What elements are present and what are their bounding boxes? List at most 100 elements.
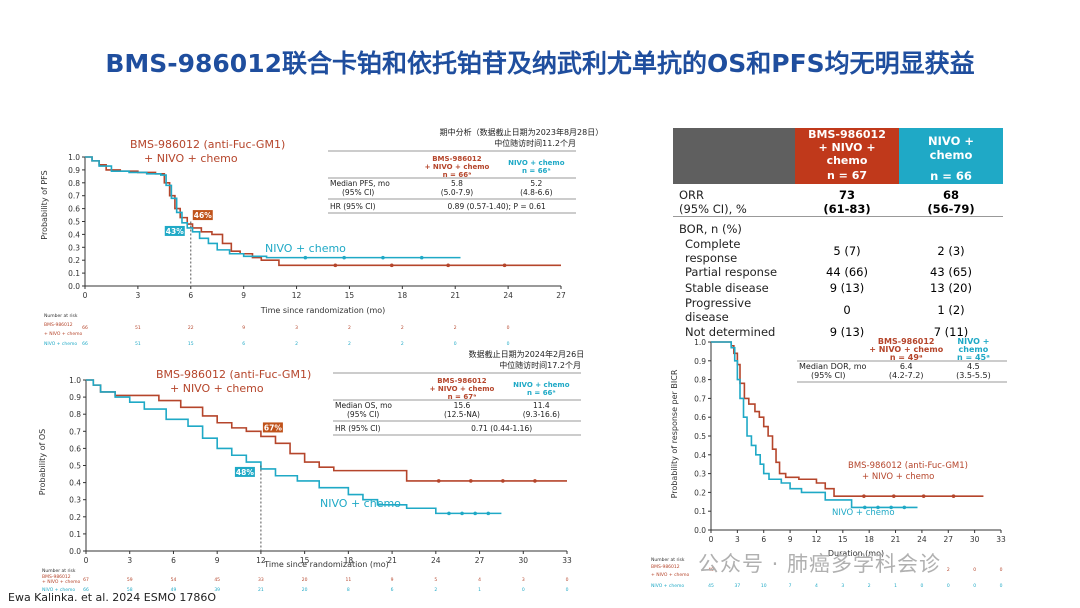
pfs-summary-header-1: 期中分析（数据截止日期为2023年8月28日）	[440, 127, 604, 137]
os-bms-callout-box	[262, 422, 283, 433]
dor-risk-nivo-count: 0	[1000, 583, 1003, 589]
dor-risk-nivo-count: 0	[920, 583, 923, 589]
pfs-nivo-label: NIVO + chemo	[265, 242, 346, 255]
pfs-x-tick-label: 9	[241, 291, 246, 300]
orr-header-blank	[673, 128, 795, 167]
dor-x-tick-label: 12	[812, 535, 822, 544]
dor-x-axis-label: Duration (mo)	[828, 549, 884, 558]
citation-footer: Ewa Kalinka. et al. 2024 ESMO 1786O	[8, 591, 217, 604]
pfs-nivo-censor-mark	[419, 255, 424, 260]
pfs-summary-row1-label-ci: (95% CI)	[342, 188, 374, 197]
pfs-nivo-callout-box	[164, 225, 185, 236]
os-risk-bms-count: 3	[522, 577, 525, 583]
dor-risk-nivo-count: 3	[841, 583, 844, 589]
pfs-summary-row1-nivo-ci: (4.8-6.6)	[520, 188, 552, 197]
dor-risk-bms-count: 49	[708, 567, 714, 573]
os-risk-nivo-count: 39	[214, 587, 220, 593]
dor-risk-nivo-count: 0	[947, 583, 950, 589]
os-x-tick-label: 3	[127, 556, 132, 565]
pfs-risk-nivo-count: 66	[82, 341, 88, 347]
dor-risk-header: Number at risk	[651, 557, 685, 563]
pfs-risk-nivo-count: 0	[507, 341, 510, 347]
os-bms-censor-mark	[501, 479, 505, 483]
bor-row: Complete response 5 (7) 2 (3)	[673, 237, 1003, 265]
dor-x-tick-label: 15	[838, 535, 848, 544]
dor-bms-censor-mark	[891, 494, 896, 498]
os-risk-nivo-count: 49	[171, 587, 177, 593]
pfs-summary-bms-header: BMS-986012	[432, 155, 482, 163]
pfs-risk-nivo-count: 2	[348, 341, 351, 347]
pfs-x-tick-label: 6	[188, 291, 193, 300]
pfs-summary-nivo-header: NIVO + chemo	[508, 159, 565, 167]
pfs-risk-bms-count: 51	[135, 325, 141, 331]
bor-row: Not determined 9 (13) 7 (11)	[673, 324, 1003, 340]
dor-risk-bms-label: BMS-986012	[651, 564, 680, 570]
pfs-x-tick-label: 15	[345, 291, 355, 300]
os-risk-bms-count: 59	[127, 577, 133, 583]
os-summary-header-2: 中位随访时间17.2个月	[499, 360, 581, 370]
pfs-risk-nivo-count: 0	[454, 341, 457, 347]
os-summary-row2-label: HR (95% CI)	[335, 424, 381, 433]
pfs-risk-bms-count: 2	[348, 325, 351, 331]
bor-row-nivo: 13 (20)	[930, 280, 972, 295]
pfs-x-tick-label: 24	[503, 291, 513, 300]
slide-title: BMS-986012联合卡铂和依托铂苷及纳武利尤单抗的OS和PFS均无明显获益	[105, 49, 975, 78]
pfs-x-tick-label: 0	[83, 291, 88, 300]
os-y-tick-label: 0.9	[69, 393, 81, 402]
dor-summary-nivo-header: chemo	[959, 345, 989, 354]
os-summary-row1-label: Median OS, mo	[335, 401, 392, 410]
orr-label: ORR (95% CI), %	[673, 184, 795, 217]
os-risk-bms-count: 5	[434, 577, 437, 583]
os-x-tick-label: 6	[171, 556, 176, 565]
bor-row-nivo: 2 (3)	[937, 243, 965, 258]
dor-risk-bms-count: 0	[973, 567, 976, 573]
os-bms-censor-mark	[533, 479, 537, 483]
pfs-risk-nivo-label: NIVO + chemo	[44, 341, 77, 347]
dor-nivo-censor-mark	[862, 505, 867, 510]
dor-nivo-censor-mark	[889, 505, 893, 510]
os-summary-row1-bms-ci: (12.5-NA)	[444, 410, 480, 419]
os-summary-row1-label-ci: (95% CI)	[347, 410, 379, 419]
os-risk-bms-count: 0	[566, 577, 569, 583]
pfs-nivo-censor-mark	[303, 255, 308, 260]
dor-summary-row1-bms: 6.4	[900, 362, 913, 371]
pfs-y-tick-label: 0.2	[68, 256, 80, 265]
dor-risk-bms-count: 2	[947, 567, 950, 573]
bor-row-bms: 9 (13)	[829, 324, 865, 339]
os-risk-nivo-count: 20	[302, 587, 308, 593]
pfs-x-tick-label: 3	[135, 291, 140, 300]
pfs-y-tick-label: 0.4	[68, 230, 80, 239]
bor-row-label: Stable disease	[685, 280, 769, 295]
bor-row-bms: 9 (13)	[829, 280, 865, 295]
dor-bms-censor-mark	[921, 494, 926, 498]
os-summary-row1-bms: 15.6	[454, 401, 471, 410]
os-risk-header: Number at risk	[42, 568, 76, 574]
pfs-summary-row1-bms-ci: (5.0-7.9)	[441, 188, 473, 197]
os-summary-bms-header: + NIVO + chemo	[430, 385, 495, 393]
dor-summary-bms-header: + NIVO + chemo	[869, 345, 943, 354]
os-bms-callout: 67%	[264, 423, 282, 432]
dor-nivo-curve	[711, 341, 918, 509]
orr-bms: 73 (61-83)	[795, 184, 899, 217]
os-y-tick-label: 0.0	[69, 547, 81, 556]
dor-bms-curve	[711, 341, 984, 497]
os-nivo-censor-mark	[486, 511, 491, 516]
os-summary-header-1: 数据截止日期为2024年2月26日	[469, 349, 585, 359]
pfs-x-tick-label: 18	[398, 291, 408, 300]
os-x-tick-label: 24	[431, 556, 441, 565]
pfs-bms-label-line: BMS-986012 (anti-Fuc-GM1)	[130, 138, 285, 151]
os-y-tick-label: 0.8	[69, 410, 81, 419]
dor-nivo-censor-mark	[876, 505, 880, 510]
dor-y-tick-label: 0.3	[694, 470, 706, 479]
os-risk-bms-count: 33	[258, 577, 264, 583]
pfs-risk-nivo-count: 2	[295, 341, 298, 347]
os-risk-nivo-count: 8	[347, 587, 350, 593]
os-x-tick-label: 33	[562, 556, 572, 565]
bor-bms-blank	[795, 215, 899, 237]
pfs-summary-bms-header: n = 66ᵃ	[443, 171, 472, 179]
dor-summary-nivo-header: n = 45ᵃ	[957, 353, 990, 362]
dor-y-tick-label: 0.8	[694, 376, 706, 385]
os-risk-nivo-count: 0	[566, 587, 569, 593]
dor-y-tick-label: 0.4	[694, 451, 706, 460]
os-x-axis-label: Time since randomization (mo)	[263, 560, 389, 569]
